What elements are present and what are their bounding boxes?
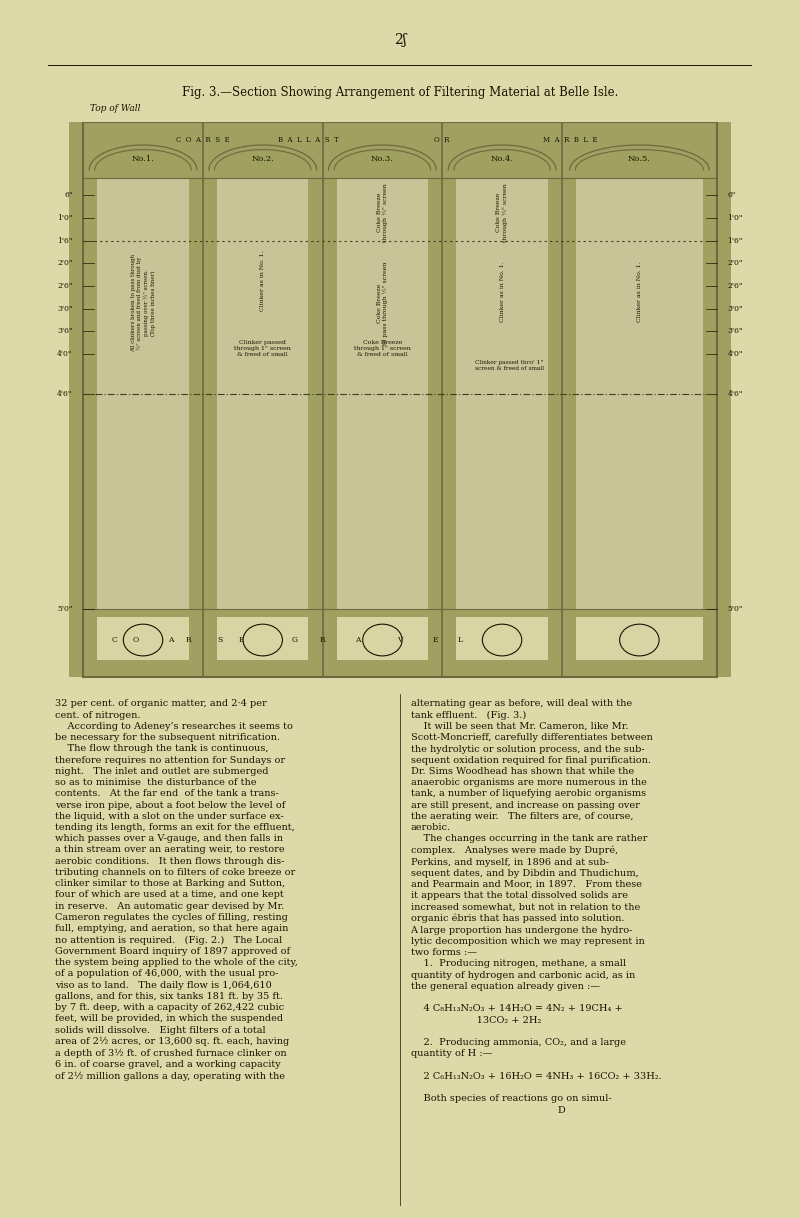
Text: C  O  A  R  S  E: C O A R S E xyxy=(176,136,230,144)
Text: Clinker as in No. 1.: Clinker as in No. 1. xyxy=(499,262,505,322)
Text: 1'0": 1'0" xyxy=(58,214,73,222)
Text: 6": 6" xyxy=(64,191,73,200)
Text: 5'0": 5'0" xyxy=(727,605,742,613)
Bar xyxy=(69,122,98,677)
Text: All clinkers broken to pass through
½" screen and freed from dust by
passing ove: All clinkers broken to pass through ½" s… xyxy=(130,255,155,352)
Text: A: A xyxy=(169,636,174,644)
Text: Coke Breeze
through ½" screen: Coke Breeze through ½" screen xyxy=(496,183,508,242)
Text: 3'0": 3'0" xyxy=(57,304,73,313)
Text: Top of Wall: Top of Wall xyxy=(90,105,141,113)
Text: 4'6": 4'6" xyxy=(727,390,742,397)
Text: 2'0": 2'0" xyxy=(58,259,73,268)
Bar xyxy=(83,122,717,178)
Text: 2'0": 2'0" xyxy=(727,259,742,268)
Text: Clinker as in No. 1.: Clinker as in No. 1. xyxy=(637,262,642,322)
Text: 2ʃ: 2ʃ xyxy=(394,33,406,48)
Text: 3'6": 3'6" xyxy=(727,328,743,335)
Text: E: E xyxy=(433,636,438,644)
Text: R: R xyxy=(186,636,192,644)
Text: M  A  R  B  L  E: M A R B L E xyxy=(543,136,598,144)
Text: Coke Breeze
through 1" screen
& freed of small: Coke Breeze through 1" screen & freed of… xyxy=(354,340,410,357)
Text: E: E xyxy=(239,636,244,644)
Text: 3'6": 3'6" xyxy=(57,328,73,335)
Text: 4'0": 4'0" xyxy=(58,350,73,358)
Bar xyxy=(428,122,456,677)
Bar xyxy=(83,609,717,677)
Text: S: S xyxy=(218,636,223,644)
Text: Fig. 3.—Section Showing Arrangement of Filtering Material at Belle Isle.: Fig. 3.—Section Showing Arrangement of F… xyxy=(182,86,618,99)
Text: 32 per cent. of organic matter, and 2·4 per
cent. of nitrogen.
    According to : 32 per cent. of organic matter, and 2·4 … xyxy=(55,699,298,1080)
Text: 4'6": 4'6" xyxy=(58,390,73,397)
Bar xyxy=(189,122,217,677)
Text: Clinker passed
through 1" screen
& freed of small: Clinker passed through 1" screen & freed… xyxy=(234,340,291,357)
Bar xyxy=(702,122,731,677)
Text: 2'6": 2'6" xyxy=(727,283,742,290)
Text: O  R: O R xyxy=(434,136,450,144)
Text: O: O xyxy=(133,636,139,644)
Text: 3'0": 3'0" xyxy=(727,304,743,313)
Text: No.4.: No.4. xyxy=(490,155,514,163)
Text: 1'6": 1'6" xyxy=(727,236,742,245)
Text: Coke Breeze
through ½" screen: Coke Breeze through ½" screen xyxy=(377,183,388,242)
Text: Clinker as in No. 1.: Clinker as in No. 1. xyxy=(260,250,266,311)
Text: C: C xyxy=(112,636,118,644)
Text: No.5.: No.5. xyxy=(628,155,650,163)
Bar xyxy=(309,122,337,677)
Text: Coke Breeze
to pass through ½" screen: Coke Breeze to pass through ½" screen xyxy=(377,262,388,345)
Text: 5'0": 5'0" xyxy=(58,605,73,613)
Text: 4'0": 4'0" xyxy=(727,350,742,358)
Text: L: L xyxy=(458,636,462,644)
Text: 2'6": 2'6" xyxy=(58,283,73,290)
Text: Clinker passed thro' 1"
screen & freed of small: Clinker passed thro' 1" screen & freed o… xyxy=(474,359,544,371)
Text: G: G xyxy=(291,636,298,644)
Bar xyxy=(98,618,702,660)
Text: V: V xyxy=(398,636,402,644)
Text: A: A xyxy=(355,636,361,644)
Text: No.1.: No.1. xyxy=(132,155,154,163)
Text: 6": 6" xyxy=(727,191,736,200)
Text: No.2.: No.2. xyxy=(251,155,274,163)
Text: No.3.: No.3. xyxy=(371,155,394,163)
Text: 1'6": 1'6" xyxy=(58,236,73,245)
Text: 1'0": 1'0" xyxy=(727,214,742,222)
Text: R: R xyxy=(320,636,326,644)
Text: B  A  L  L  A  S  T: B A L L A S T xyxy=(278,136,339,144)
Text: alternating gear as before, will deal with the
tank effluent.   (Fig. 3.)
    It: alternating gear as before, will deal wi… xyxy=(410,699,662,1114)
Bar xyxy=(548,122,576,677)
